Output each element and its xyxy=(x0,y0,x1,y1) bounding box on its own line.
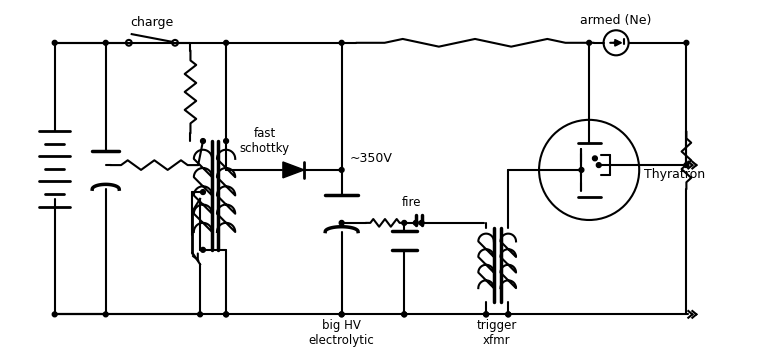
Circle shape xyxy=(402,221,407,225)
Circle shape xyxy=(414,221,418,225)
Text: trigger
xfmr: trigger xfmr xyxy=(477,319,517,347)
Circle shape xyxy=(506,312,511,317)
Circle shape xyxy=(339,312,344,317)
Circle shape xyxy=(579,168,584,172)
Circle shape xyxy=(224,40,228,45)
Polygon shape xyxy=(283,162,304,178)
Circle shape xyxy=(402,312,407,317)
Circle shape xyxy=(339,221,344,225)
Text: ~350V: ~350V xyxy=(349,152,392,165)
Circle shape xyxy=(592,156,598,161)
Circle shape xyxy=(506,312,511,317)
Circle shape xyxy=(339,168,344,172)
Text: fast
schottky: fast schottky xyxy=(240,126,290,155)
Circle shape xyxy=(402,312,407,317)
Circle shape xyxy=(201,247,205,252)
Circle shape xyxy=(103,312,108,317)
Circle shape xyxy=(224,312,228,317)
Circle shape xyxy=(587,40,591,45)
Text: fire: fire xyxy=(402,196,421,209)
Circle shape xyxy=(484,312,488,317)
Circle shape xyxy=(596,163,601,168)
Circle shape xyxy=(201,190,205,195)
Circle shape xyxy=(684,40,689,45)
Circle shape xyxy=(224,139,228,143)
Circle shape xyxy=(419,221,424,225)
Text: charge: charge xyxy=(130,16,174,29)
Circle shape xyxy=(614,41,618,45)
Circle shape xyxy=(103,40,108,45)
Circle shape xyxy=(484,312,488,317)
Circle shape xyxy=(52,312,57,317)
Circle shape xyxy=(198,312,202,317)
Circle shape xyxy=(339,312,344,317)
Circle shape xyxy=(339,40,344,45)
Circle shape xyxy=(201,139,205,143)
Circle shape xyxy=(52,40,57,45)
Text: armed (Ne): armed (Ne) xyxy=(581,14,652,28)
Text: Thyratron: Thyratron xyxy=(644,168,705,181)
Text: big HV
electrolytic: big HV electrolytic xyxy=(309,319,375,347)
Circle shape xyxy=(684,163,689,168)
Circle shape xyxy=(224,312,228,317)
